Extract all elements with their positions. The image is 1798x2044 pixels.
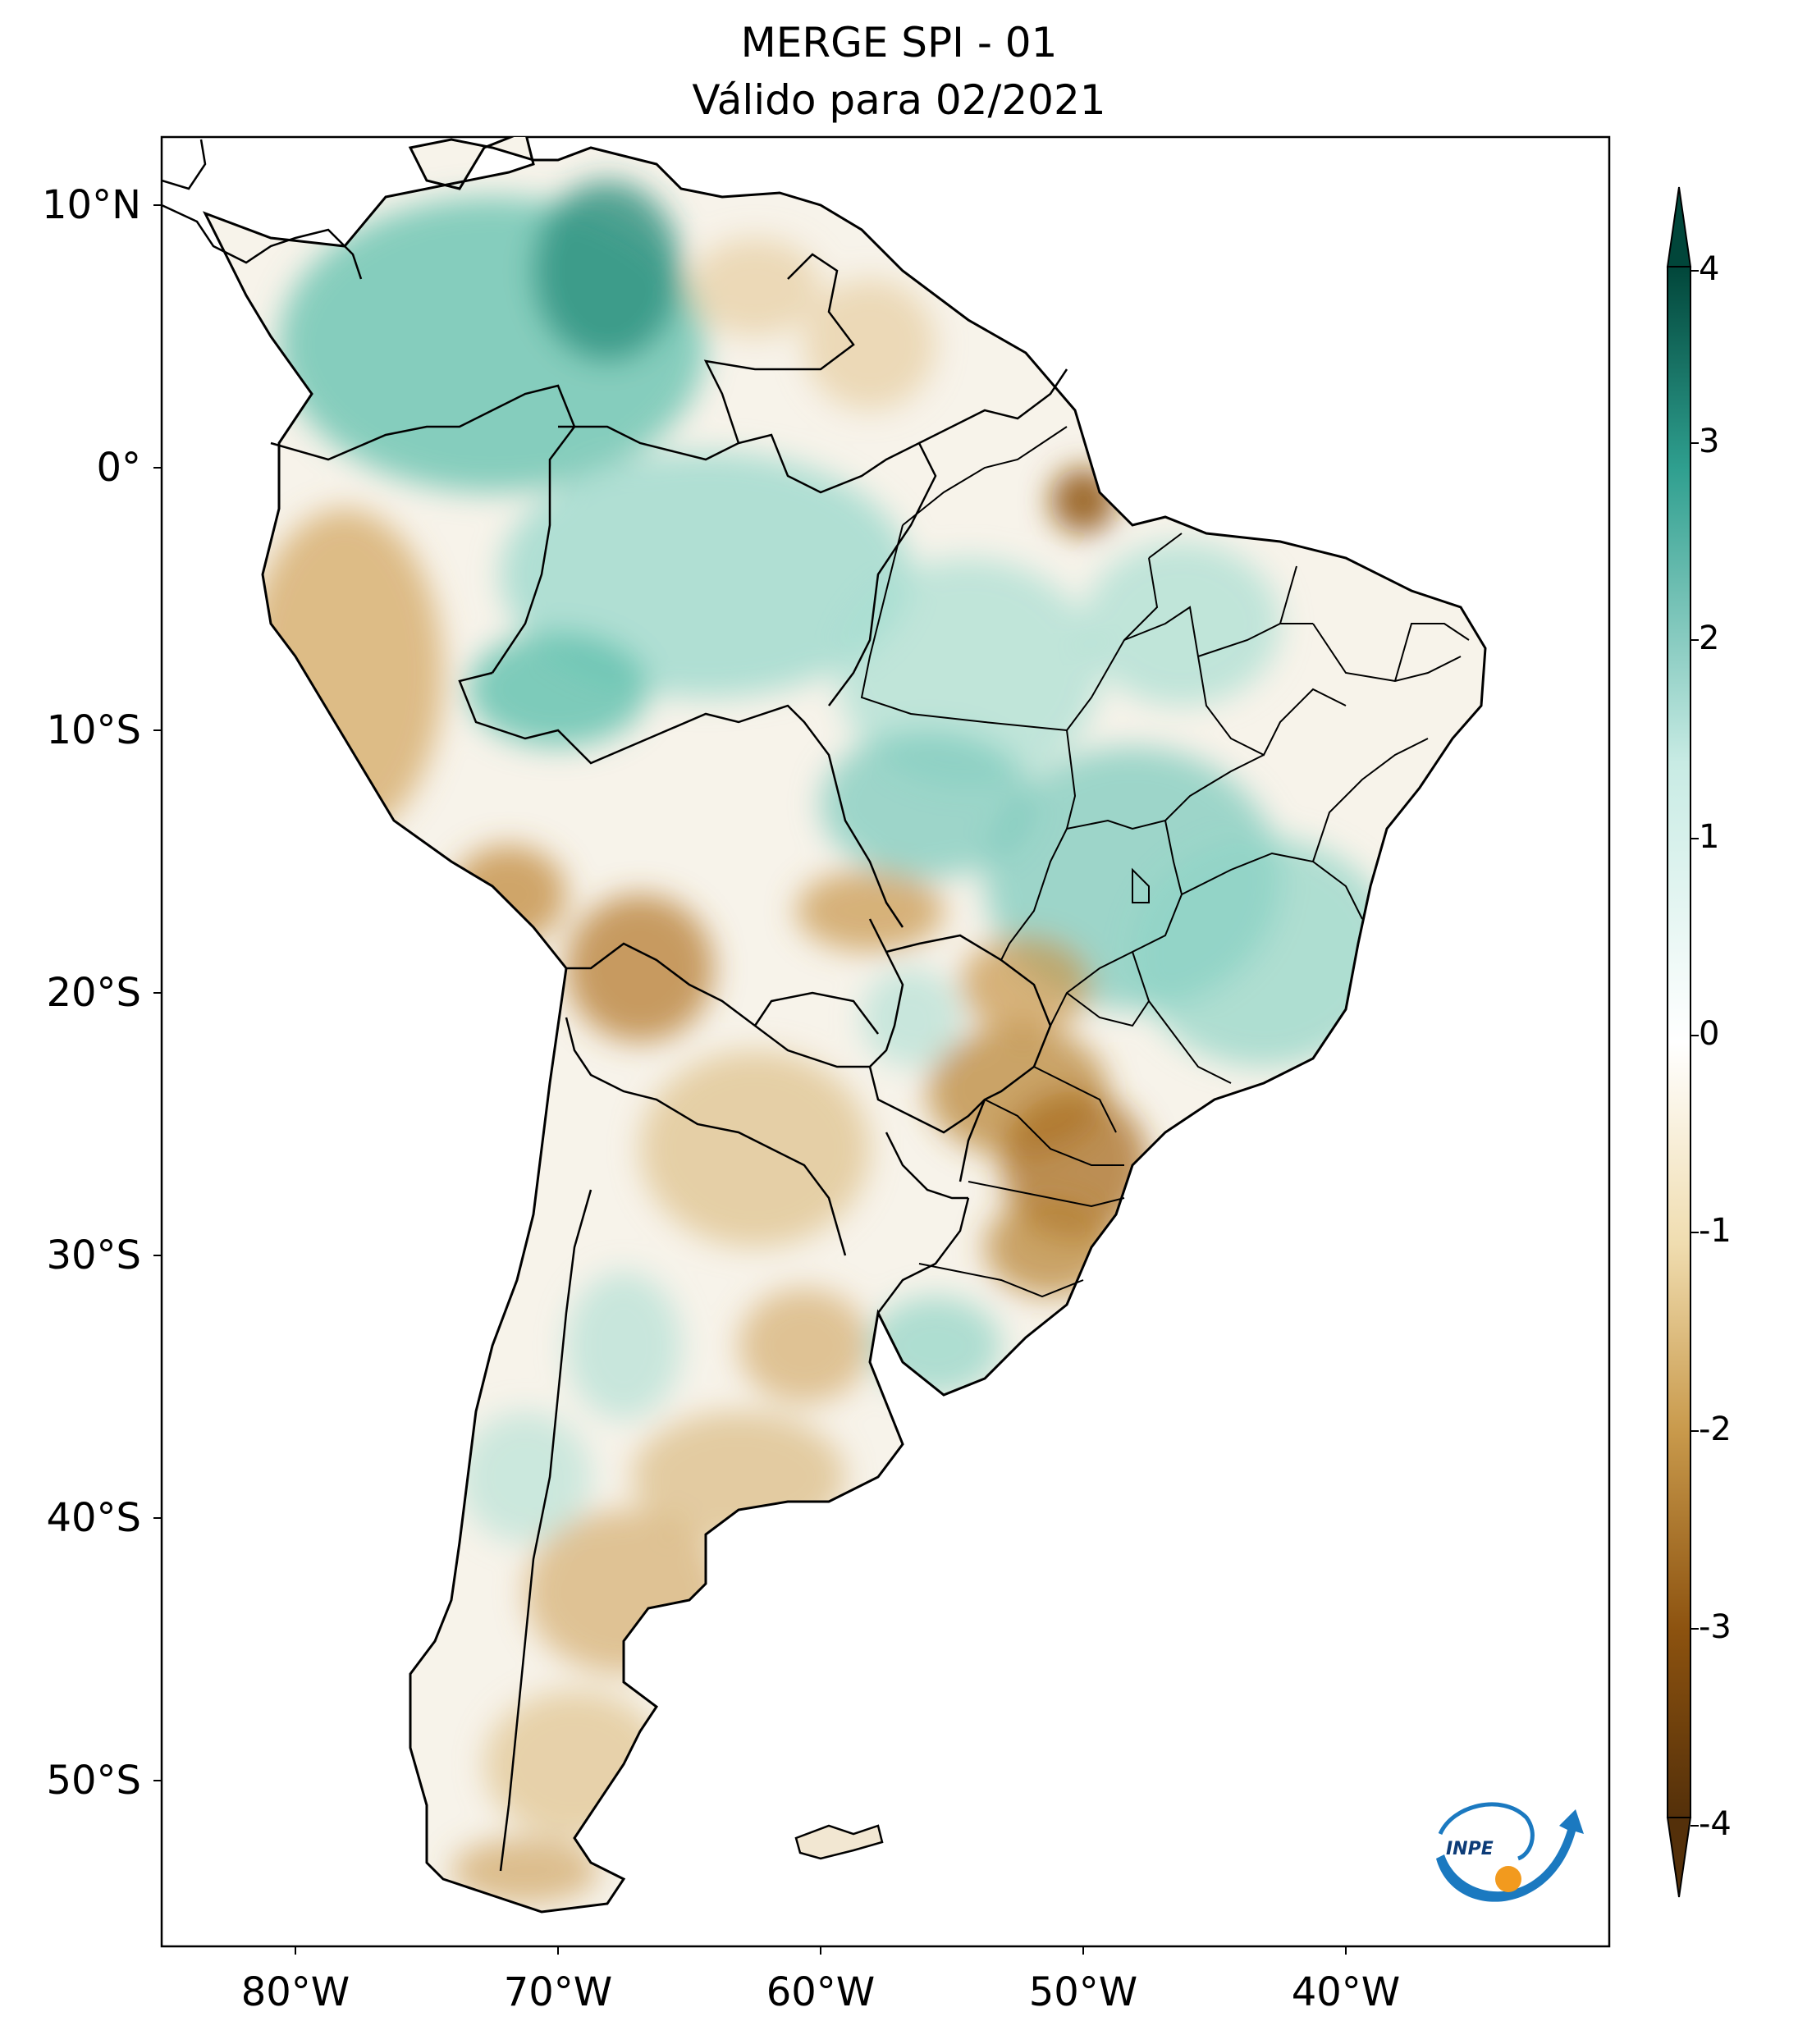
lat-label-20s: 20°S	[46, 970, 141, 1016]
lat-label-0: 0°	[96, 445, 141, 491]
spi-anomaly-patches	[246, 181, 1395, 1904]
colorbar-bottom-arrow	[1666, 1817, 1692, 1898]
colorbar	[1666, 186, 1699, 1898]
colorbar-tick-4: 4	[1699, 250, 1720, 288]
lon-label-70w: 70°W	[503, 1969, 613, 2015]
lon-label-50w: 50°W	[1028, 1969, 1138, 2015]
lon-label-60w: 60°W	[766, 1969, 876, 2015]
colorbar-tick-neg2: -2	[1699, 1411, 1732, 1448]
lat-label-10n: 10°N	[42, 182, 141, 228]
logo-text: INPE	[1446, 1839, 1494, 1859]
colorbar-tick-1: 1	[1699, 818, 1720, 856]
colorbar-tick-0: 0	[1699, 1015, 1720, 1053]
map-subtitle: Válido para 02/2021	[692, 76, 1106, 124]
logo-orange-dot	[1495, 1866, 1521, 1892]
logo-swoosh	[1436, 1809, 1584, 1902]
lat-label-10s: 10°S	[46, 707, 141, 753]
map-title: MERGE SPI - 01	[740, 19, 1058, 66]
logo-orbit-ring	[1438, 1802, 1535, 1861]
colorbar-tick-2: 2	[1699, 620, 1720, 657]
axis-ticks	[153, 204, 1347, 1955]
colorbar-tick-neg4: -4	[1699, 1805, 1732, 1843]
central-america-coast	[162, 203, 363, 280]
colorbar-tick-neg3: -3	[1699, 1608, 1732, 1646]
falkland-islands	[794, 1824, 884, 1860]
colorbar-bar	[1667, 266, 1691, 1818]
lon-label-80w: 80°W	[240, 1969, 350, 2015]
lat-label-30s: 30°S	[46, 1232, 141, 1278]
central-america-coast-north	[162, 139, 207, 190]
lat-label-40s: 40°S	[46, 1495, 141, 1541]
inpe-logo: INPE	[1436, 1802, 1584, 1902]
lon-label-40w: 40°W	[1291, 1969, 1401, 2015]
lat-label-50s: 50°S	[46, 1758, 141, 1804]
state-borders	[860, 426, 1470, 1298]
colorbar-tick-3: 3	[1699, 423, 1720, 460]
colorbar-tick-neg1: -1	[1699, 1212, 1732, 1250]
colorbar-top-arrow	[1666, 186, 1692, 268]
